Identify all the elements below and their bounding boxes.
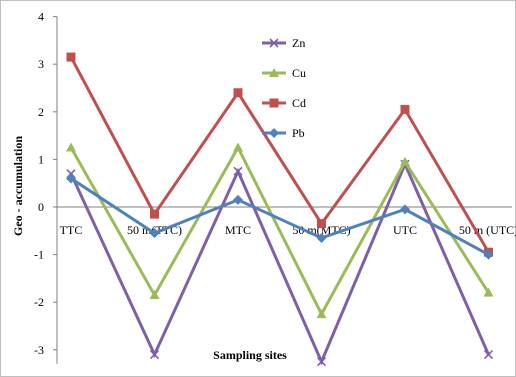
y-tick-label: 0	[38, 200, 44, 214]
x-tick-label: MTC	[225, 223, 251, 237]
data-point	[316, 357, 327, 367]
legend: Zn Cu Cd Pb	[262, 36, 306, 140]
data-point	[316, 309, 327, 319]
data-point	[316, 232, 327, 243]
data-point	[149, 290, 160, 300]
legend-item-zn: Zn	[262, 36, 305, 50]
data-point	[483, 249, 494, 260]
y-tick-label: 2	[38, 105, 44, 119]
data-point	[66, 52, 76, 62]
data-point	[400, 156, 410, 166]
data-point	[233, 166, 243, 176]
data-point	[317, 219, 326, 229]
data-point	[149, 349, 160, 360]
legend-label: Zn	[292, 36, 305, 50]
data-point	[269, 68, 279, 77]
y-axis-title: Geo - accumulation	[11, 136, 25, 236]
data-point	[150, 209, 159, 219]
legend-item-cd: Cd	[262, 96, 306, 110]
legend-label: Pb	[292, 126, 305, 140]
legend-label: Cu	[292, 66, 306, 80]
y-tick-label: 1	[38, 152, 44, 166]
data-point	[483, 287, 494, 297]
series-group	[66, 52, 494, 367]
data-point	[269, 98, 279, 108]
legend-item-pb: Pb	[262, 126, 305, 140]
axes	[53, 16, 512, 364]
y-tick-label: -1	[34, 248, 44, 262]
data-point	[233, 88, 243, 98]
series-line	[70, 177, 490, 256]
x-tick-label: UTC	[393, 223, 417, 237]
data-point	[269, 38, 279, 48]
data-point	[66, 142, 76, 152]
data-point	[400, 104, 410, 114]
y-tick-label: -2	[34, 295, 44, 309]
legend-label: Cd	[292, 96, 306, 110]
y-tick-label: 4	[38, 10, 44, 24]
y-tick-label: 3	[38, 57, 44, 71]
data-point	[269, 128, 279, 138]
y-tick-label: -3	[34, 343, 44, 357]
data-point	[149, 228, 160, 239]
data-point	[400, 204, 410, 215]
y-tick-labels: 4 3 2 1 0 -1 -2 -3	[34, 10, 44, 357]
series-line	[69, 144, 490, 318]
x-tick-label: 50 m (UTC)	[459, 223, 516, 237]
data-point	[66, 173, 76, 184]
data-point	[483, 349, 494, 360]
x-axis-title: Sampling sites	[213, 348, 287, 362]
data-point	[233, 142, 243, 152]
data-point	[233, 194, 243, 205]
series-line	[69, 160, 490, 366]
x-tick-label: TTC	[60, 223, 83, 237]
series-cu	[66, 142, 494, 319]
series-line	[69, 56, 490, 253]
series-pb	[66, 173, 494, 260]
legend-item-cu: Cu	[262, 66, 306, 80]
